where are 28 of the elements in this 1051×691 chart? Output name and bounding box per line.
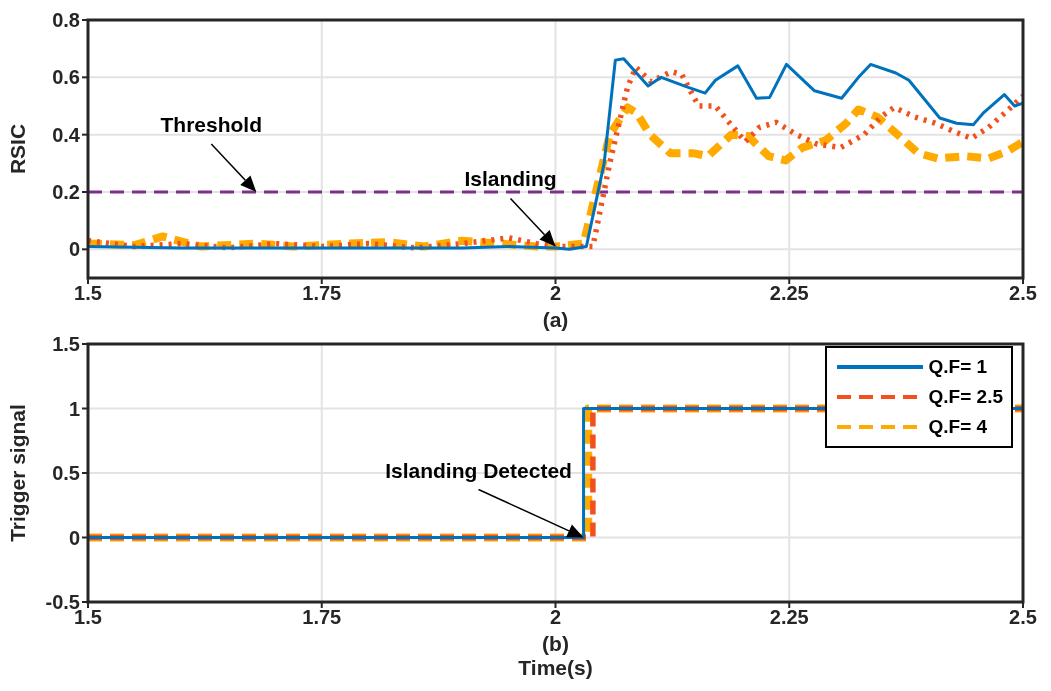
legend-label: Q.F= 2.5 [928, 386, 1003, 408]
x-tick-label: 2 [549, 606, 562, 629]
annotation: Islanding [464, 167, 557, 191]
y-axis-title: RSIC [6, 123, 30, 175]
y-tick-label: 0 [68, 238, 80, 261]
y-tick-label: 0.4 [52, 123, 81, 146]
y-tick-label: 0.8 [52, 9, 80, 32]
x-tick-label: 2.5 [1009, 282, 1037, 305]
x-axis-title: (a) [541, 308, 570, 332]
x-tick-label: 2 [549, 282, 562, 305]
x-tick-label: 2.5 [1009, 606, 1037, 629]
x-tick-label: 2.25 [769, 606, 809, 629]
y-tick-label: 1 [68, 397, 80, 420]
annotation: Islanding Detected [385, 458, 572, 482]
y-axis-title: Trigger signal [6, 404, 30, 542]
legend-label: Q.F= 1 [928, 356, 988, 378]
x-tick-label: 1.75 [302, 606, 342, 629]
y-tick-label: 0.6 [52, 66, 80, 89]
x-tick-label: 1.75 [302, 282, 342, 305]
y-tick-label: 1.5 [52, 333, 80, 356]
annotation: Threshold [160, 113, 263, 136]
x-axis-title: Time(s) [517, 656, 594, 680]
legend-label: Q.F= 4 [928, 416, 988, 438]
text: (b) [541, 632, 570, 656]
y-tick-label: 0.2 [52, 181, 80, 204]
y-tick-label: 0.5 [52, 462, 80, 485]
x-tick-label: 2.25 [769, 282, 809, 305]
y-tick-label: 0 [68, 526, 80, 549]
